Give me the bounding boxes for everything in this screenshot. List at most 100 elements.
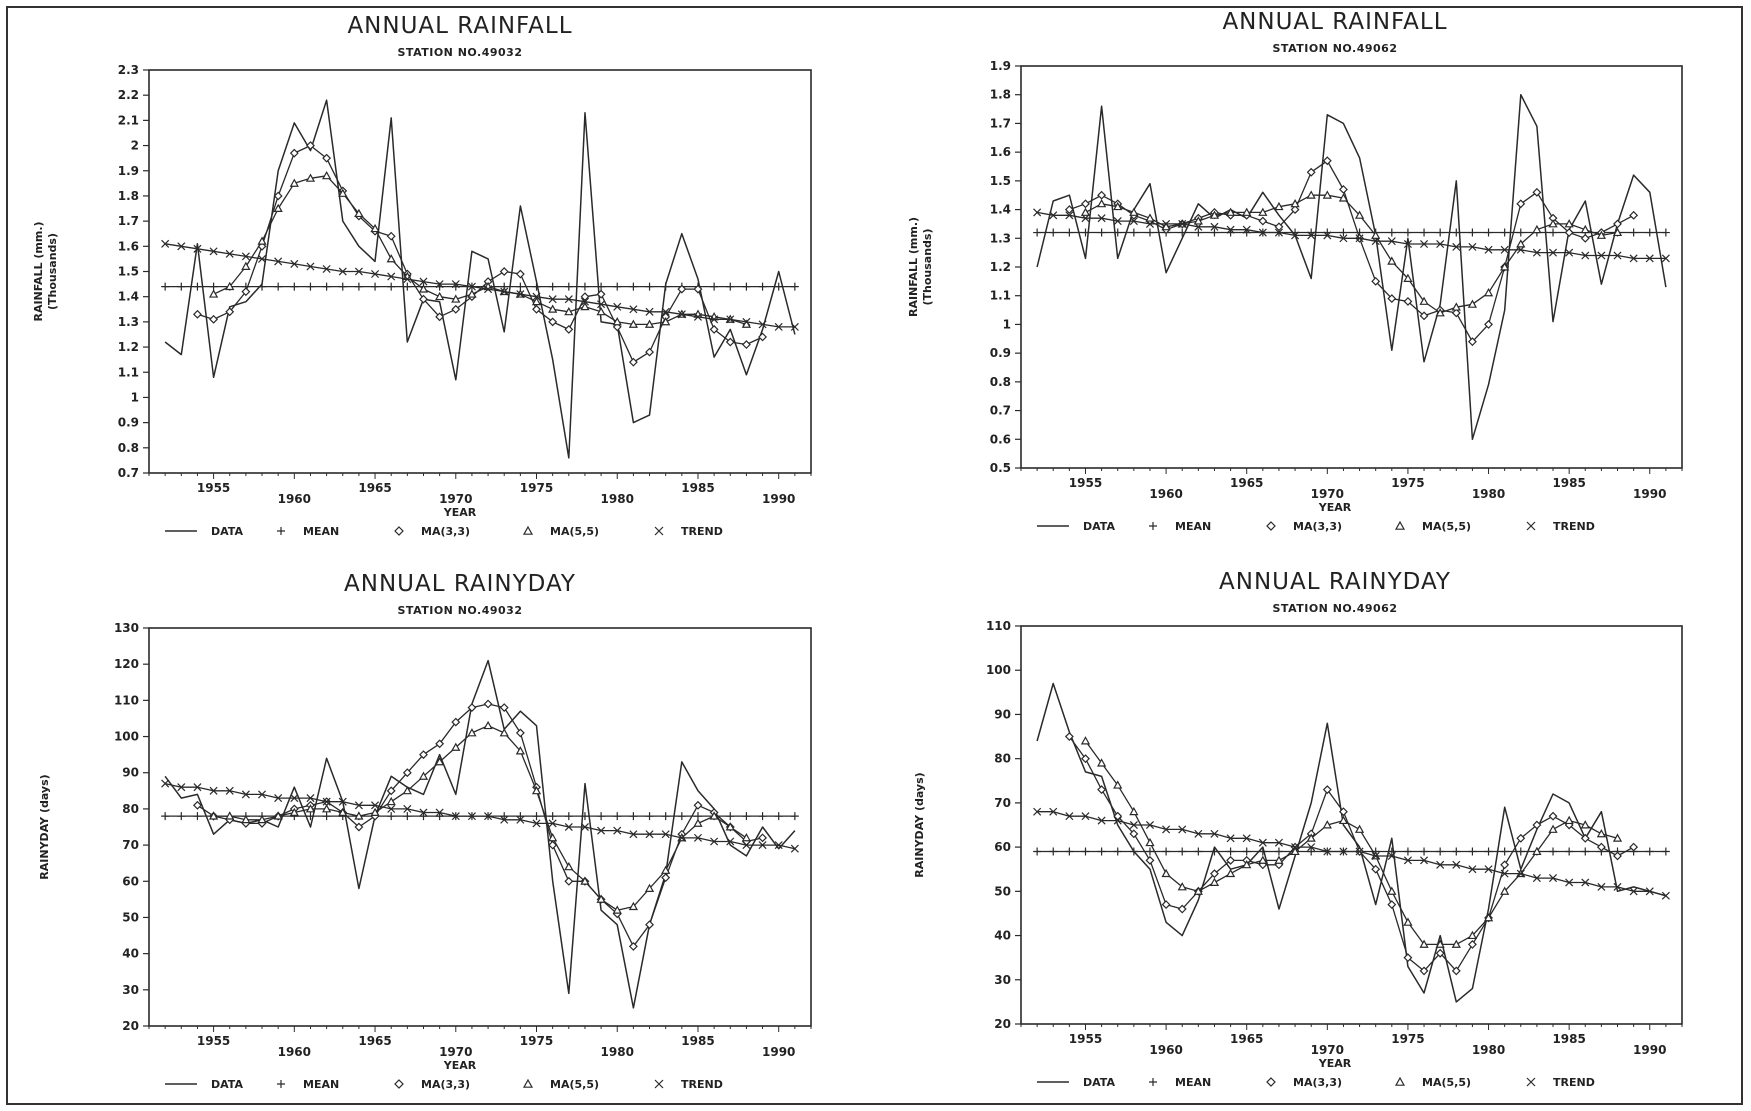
y-tick-label: 1.7 bbox=[990, 116, 1011, 130]
legend-label: MA(5,5) bbox=[550, 525, 599, 538]
data-point bbox=[354, 801, 363, 810]
data-point bbox=[564, 876, 574, 886]
data-point bbox=[1419, 311, 1429, 321]
data-point bbox=[403, 275, 412, 284]
data-point bbox=[758, 332, 768, 342]
data-point bbox=[726, 315, 735, 324]
data-point bbox=[483, 699, 493, 709]
data-point bbox=[419, 812, 428, 821]
data-point bbox=[483, 720, 493, 730]
data-point bbox=[1549, 847, 1558, 856]
data-point bbox=[387, 282, 396, 291]
data-point bbox=[451, 280, 460, 289]
y-tick-label: 30 bbox=[994, 973, 1011, 987]
data-point bbox=[1242, 847, 1251, 856]
legend-label: MEAN bbox=[303, 525, 339, 538]
data-point bbox=[677, 812, 686, 821]
data-point bbox=[1258, 855, 1268, 864]
data-point bbox=[467, 728, 477, 737]
data-point bbox=[1355, 234, 1364, 243]
data-point bbox=[241, 252, 250, 261]
data-point bbox=[1516, 833, 1526, 843]
y-tick-label: 2.3 bbox=[118, 63, 139, 77]
data-point bbox=[532, 819, 541, 828]
data-point bbox=[1645, 847, 1654, 856]
data-point bbox=[1629, 887, 1638, 896]
y-axis-label: RAINFALL (mm.) bbox=[907, 217, 920, 317]
data-point bbox=[321, 804, 332, 813]
data-point bbox=[1290, 846, 1300, 856]
data-point bbox=[193, 244, 202, 253]
data-point bbox=[419, 808, 428, 817]
y-tick-label: 1.2 bbox=[118, 340, 139, 354]
data-point bbox=[1516, 199, 1526, 209]
data-point bbox=[1096, 198, 1107, 208]
series-ma-3-3 bbox=[1064, 732, 1639, 976]
data-point bbox=[241, 790, 250, 799]
y-tick-label: 1.3 bbox=[118, 315, 139, 329]
data-point bbox=[710, 282, 719, 291]
data-point bbox=[516, 290, 525, 299]
data-point bbox=[1387, 847, 1396, 856]
data-point bbox=[1080, 207, 1091, 216]
legend-label: MA(3,3) bbox=[1293, 1076, 1342, 1089]
data-point bbox=[564, 295, 573, 304]
data-point bbox=[726, 837, 735, 846]
data-point bbox=[628, 319, 639, 328]
data-point bbox=[548, 812, 557, 821]
data-point bbox=[500, 287, 509, 296]
data-point bbox=[1322, 190, 1332, 199]
data-point bbox=[1145, 837, 1155, 847]
data-point bbox=[1532, 224, 1542, 234]
data-point bbox=[1468, 865, 1477, 874]
data-point bbox=[515, 746, 525, 755]
y-tick-label: 40 bbox=[122, 947, 139, 961]
data-point bbox=[677, 284, 687, 294]
data-point bbox=[1178, 228, 1187, 237]
data-point bbox=[1081, 812, 1090, 821]
plot-frame bbox=[148, 69, 812, 474]
data-point bbox=[1500, 245, 1509, 254]
data-point bbox=[1193, 886, 1203, 895]
data-point bbox=[1581, 847, 1590, 856]
data-point bbox=[1322, 785, 1332, 795]
data-point bbox=[726, 282, 735, 291]
data-point bbox=[451, 294, 461, 303]
x-axis-label: YEAR bbox=[443, 1059, 477, 1072]
x-tick-label: 1955 bbox=[197, 481, 230, 495]
data-point bbox=[258, 282, 267, 291]
data-point bbox=[1145, 219, 1155, 228]
series-ma-5-5 bbox=[1080, 736, 1623, 948]
y-tick-label: 120 bbox=[114, 657, 139, 671]
data-point bbox=[321, 170, 332, 180]
data-point bbox=[1129, 847, 1138, 856]
data-point bbox=[710, 837, 719, 846]
legend-label: MA(5,5) bbox=[1422, 520, 1471, 533]
data-point bbox=[1597, 882, 1606, 891]
x-tick-label: 1980 bbox=[1472, 487, 1505, 501]
data-point bbox=[1516, 228, 1525, 237]
data-point bbox=[613, 282, 622, 291]
data-point bbox=[1162, 825, 1171, 834]
y-tick-label: 0.6 bbox=[990, 432, 1011, 446]
data-point bbox=[484, 285, 493, 294]
data-point bbox=[435, 280, 444, 289]
data-point bbox=[1065, 211, 1074, 220]
data-point bbox=[1613, 251, 1622, 260]
data-point bbox=[1097, 214, 1106, 223]
data-point bbox=[742, 282, 751, 291]
chart-panel-2: ANNUAL RAINFALL STATION NO.49062 0.5 0.6 0.7… bbox=[907, 9, 1683, 533]
data-point bbox=[1435, 308, 1445, 317]
x-tick-label: 1960 bbox=[1149, 1043, 1182, 1057]
data-point bbox=[1548, 811, 1558, 821]
data-point bbox=[1613, 219, 1622, 229]
data-point bbox=[629, 305, 638, 314]
data-point bbox=[1532, 187, 1542, 197]
y-tick-label: 1.7 bbox=[118, 214, 139, 228]
y-tick-label: 60 bbox=[122, 874, 139, 888]
data-point bbox=[644, 883, 655, 892]
data-point bbox=[710, 315, 719, 324]
series-line bbox=[1084, 740, 1618, 946]
data-point bbox=[1322, 156, 1332, 166]
x-tick-label: 1970 bbox=[439, 1045, 472, 1059]
